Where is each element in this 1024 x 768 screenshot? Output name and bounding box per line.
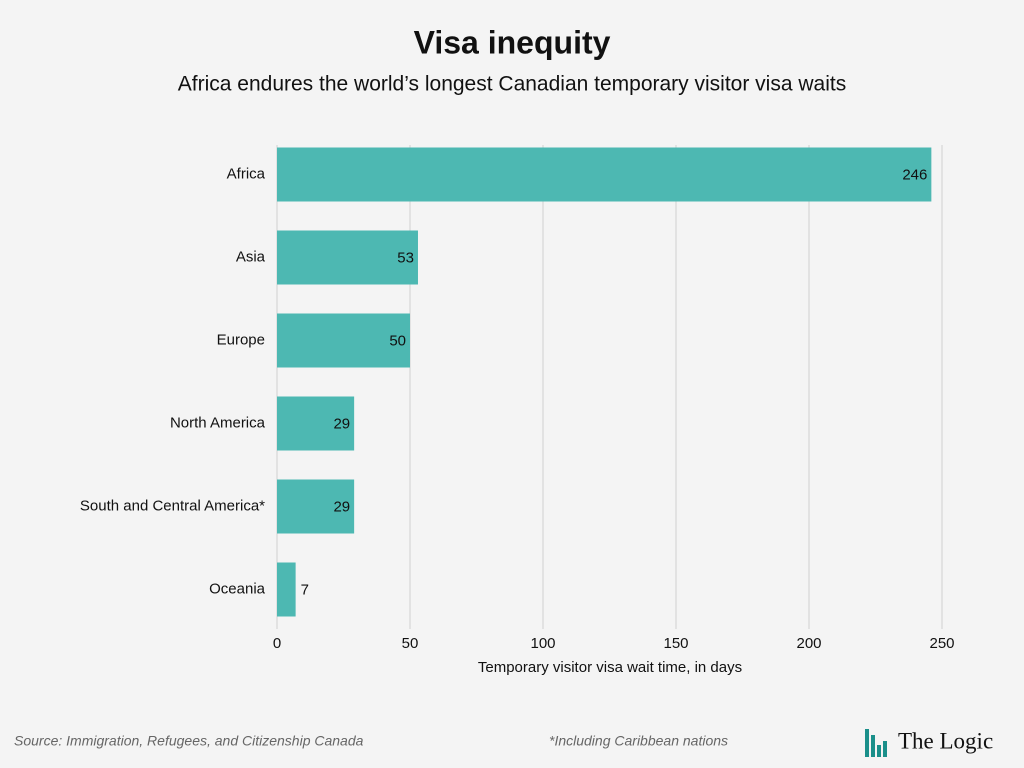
- chart-title: Visa inequity: [414, 24, 611, 60]
- x-axis-label: Temporary visitor visa wait time, in day…: [478, 659, 742, 676]
- bar: [277, 230, 418, 285]
- value-label: 29: [333, 498, 350, 515]
- bar: [277, 396, 355, 451]
- bar: [277, 147, 932, 202]
- x-tick-label: 0: [273, 635, 281, 652]
- y-tick-label: Asia: [236, 248, 266, 265]
- brand: The Logic: [898, 728, 993, 753]
- chart-subtitle: Africa endures the world’s longest Canad…: [178, 73, 846, 96]
- y-tick-label: North America: [170, 414, 266, 431]
- x-tick-label: 200: [796, 635, 821, 652]
- bar: [277, 479, 355, 534]
- y-tick-label: South and Central America*: [80, 497, 265, 514]
- x-tick-label: 250: [929, 635, 954, 652]
- x-tick-label: 50: [402, 635, 419, 652]
- value-label: 29: [333, 415, 350, 432]
- value-label: 246: [902, 166, 927, 183]
- value-label: 53: [397, 249, 414, 266]
- y-tick-label: Africa: [227, 165, 266, 182]
- note: *Including Caribbean nations: [549, 733, 728, 749]
- value-label: 50: [389, 332, 406, 349]
- bar: [277, 313, 410, 368]
- bar: [277, 562, 296, 617]
- y-tick-label: Europe: [217, 331, 265, 348]
- logo-icon: [865, 729, 887, 757]
- x-tick-label: 150: [663, 635, 688, 652]
- value-label: 7: [301, 581, 309, 598]
- x-tick-label: 100: [530, 635, 555, 652]
- source: Source: Immigration, Refugees, and Citiz…: [14, 733, 364, 749]
- y-tick-label: Oceania: [209, 580, 266, 597]
